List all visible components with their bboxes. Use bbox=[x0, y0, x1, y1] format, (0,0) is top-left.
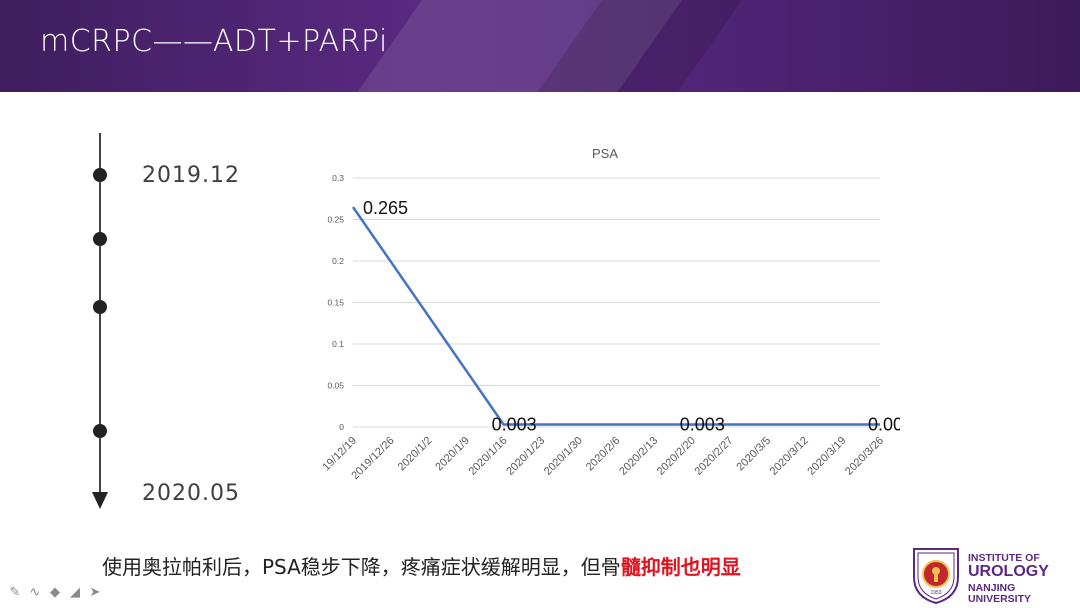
caption-highlight: 髓抑制也明显 bbox=[620, 555, 741, 579]
logo-line3: NANJING bbox=[968, 582, 1016, 594]
timeline-dot bbox=[93, 168, 107, 182]
institute-logo: 1953 INSTITUTE OF UROLOGY NANJING UNIVER… bbox=[908, 547, 1080, 607]
x-tick-label: 2020/1/23 bbox=[504, 435, 547, 478]
x-tick-label: 2020/1/16 bbox=[467, 435, 510, 478]
timeline-dot bbox=[93, 300, 107, 314]
timeline-line bbox=[99, 133, 101, 495]
chart-title: PSA bbox=[592, 146, 618, 161]
data-label: 0.003 bbox=[492, 415, 537, 435]
data-label: 0.265 bbox=[363, 198, 408, 218]
y-tick-label: 0.3 bbox=[332, 173, 344, 183]
eraser-icon[interactable]: ◢ bbox=[70, 584, 80, 599]
psa-series-line bbox=[351, 206, 880, 426]
x-tick-label: 2020/1/30 bbox=[542, 435, 585, 478]
x-tick-label: 2020/1/9 bbox=[433, 435, 472, 474]
x-tick-label: 2020/2/6 bbox=[584, 435, 623, 474]
x-tick-label: 2020/3/26 bbox=[843, 435, 886, 478]
slide-caption: 使用奥拉帕利后，PSA稳步下降，疼痛症状缓解明显，但骨髓抑制也明显 bbox=[102, 551, 741, 580]
logo-line2: UROLOGY bbox=[968, 563, 1049, 580]
data-label: 0.003 bbox=[680, 415, 725, 435]
psa-line-chart: PSA00.050.10.150.20.250.319/12/192019/12… bbox=[320, 146, 900, 482]
x-tick-label: 2020/3/12 bbox=[768, 435, 811, 478]
y-tick-label: 0.05 bbox=[327, 381, 344, 391]
x-tick-label: 2020/2/13 bbox=[617, 435, 660, 478]
timeline-dot bbox=[93, 424, 107, 438]
scribble-icon[interactable]: ∿ bbox=[29, 584, 41, 599]
slide-title: mCRPC——ADT+PARPi bbox=[40, 24, 388, 59]
x-tick-label: 2020/2/20 bbox=[655, 435, 698, 478]
logo-line4: UNIVERSITY bbox=[968, 593, 1032, 605]
pointer-icon[interactable]: ➤ bbox=[89, 584, 101, 599]
timeline-end-label: 2020.05 bbox=[142, 481, 240, 506]
y-tick-label: 0.1 bbox=[332, 339, 344, 349]
caption-text: 使用奥拉帕利后，PSA稳步下降，疼痛症状缓解明显，但骨 bbox=[102, 555, 621, 579]
y-tick-label: 0.2 bbox=[332, 256, 344, 266]
logo-line1: INSTITUTE OF bbox=[968, 552, 1040, 564]
x-tick-label: 2020/2/27 bbox=[692, 435, 735, 478]
highlighter-icon[interactable]: ◆ bbox=[50, 584, 60, 599]
x-tick-label: 19/12/19 bbox=[320, 435, 359, 474]
timeline-arrow-icon bbox=[92, 492, 108, 509]
timeline-start-label: 2019.12 bbox=[142, 163, 240, 188]
x-tick-label: 2020/1/2 bbox=[396, 435, 435, 474]
data-label: 0.003 bbox=[868, 415, 900, 435]
university-seal-icon: 1953 bbox=[913, 548, 959, 605]
timeline-dot bbox=[93, 232, 107, 246]
x-tick-label: 2020/3/19 bbox=[805, 435, 848, 478]
y-tick-label: 0.15 bbox=[327, 298, 344, 308]
y-tick-label: 0 bbox=[339, 422, 344, 432]
slide-header: mCRPC——ADT+PARPi bbox=[0, 0, 1080, 92]
seal-year: 1953 bbox=[930, 590, 941, 596]
y-tick-label: 0.25 bbox=[327, 215, 344, 225]
presentation-toolbar: ✎ ∿ ◆ ◢ ➤ bbox=[8, 584, 102, 600]
x-tick-label: 2020/3/5 bbox=[734, 435, 773, 474]
pen-icon[interactable]: ✎ bbox=[9, 584, 21, 599]
